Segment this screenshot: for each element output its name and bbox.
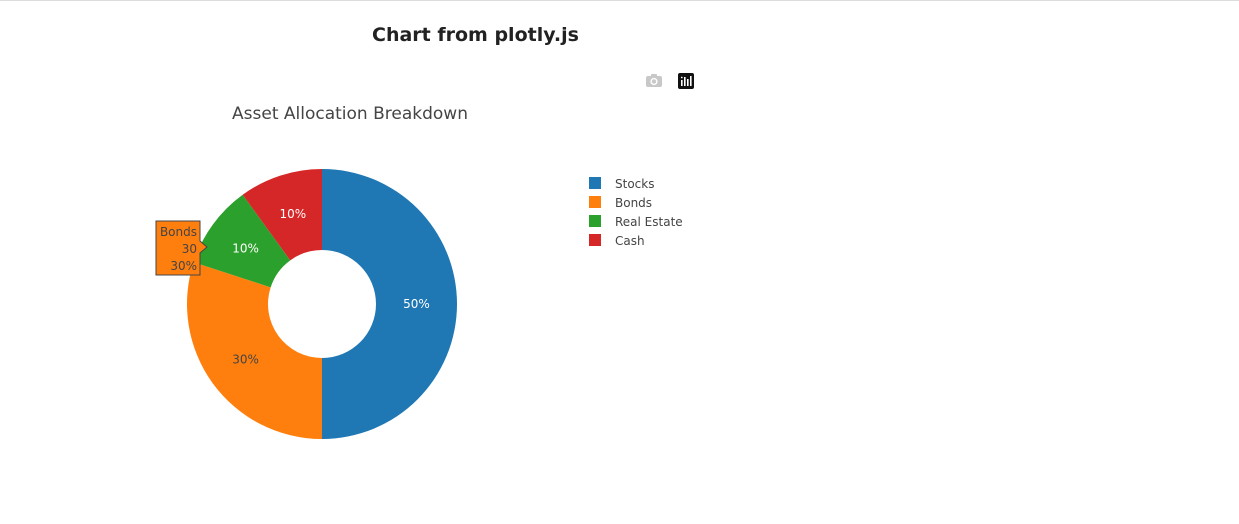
hover-tooltip-box — [155, 220, 208, 276]
pie-slice-bonds[interactable] — [186, 262, 322, 439]
slice-percent-label-bonds: 30% — [232, 353, 259, 367]
chart-title: Asset Allocation Breakdown — [232, 104, 468, 124]
legend-swatch-cash — [589, 234, 601, 246]
slice-percent-label-stocks: 50% — [403, 297, 430, 311]
legend-swatch-bonds — [589, 196, 601, 208]
legend-item-real-estate[interactable]: Real Estate — [589, 215, 683, 229]
legend-label-bonds: Bonds — [615, 196, 652, 210]
camera-icon[interactable] — [643, 70, 665, 92]
slice-percent-label-real-estate: 10% — [232, 241, 259, 255]
legend-item-stocks[interactable]: Stocks — [589, 177, 654, 191]
top-border — [0, 0, 1239, 1]
pie-slice-cash[interactable] — [242, 169, 322, 261]
legend-item-bonds[interactable]: Bonds — [589, 196, 652, 210]
slice-percent-label-cash: 10% — [279, 207, 306, 221]
legend-item-cash[interactable]: Cash — [589, 234, 645, 248]
hover-label: Bonds — [160, 225, 197, 239]
hover-tooltip: Bonds 30 30% — [155, 220, 208, 276]
legend-label-stocks: Stocks — [615, 177, 654, 191]
legend: Stocks Bonds Real Estate Cash — [589, 177, 683, 248]
plotly-logo-icon[interactable] — [675, 70, 697, 92]
hover-percent: 30% — [170, 259, 197, 273]
pie-slice-labels: 50% 30% 10% 10% — [232, 207, 430, 366]
legend-swatch-real-estate — [589, 215, 601, 227]
page-title: Chart from plotly.js — [372, 24, 579, 46]
legend-label-cash: Cash — [615, 234, 645, 248]
legend-label-real-estate: Real Estate — [615, 215, 683, 229]
pie-slice-stocks[interactable] — [322, 169, 457, 439]
pie-slice-real-estate[interactable] — [193, 194, 291, 288]
pie-slices — [186, 169, 457, 439]
modebar — [640, 70, 700, 92]
hover-value: 30 — [182, 242, 197, 256]
legend-swatch-stocks — [589, 177, 601, 189]
